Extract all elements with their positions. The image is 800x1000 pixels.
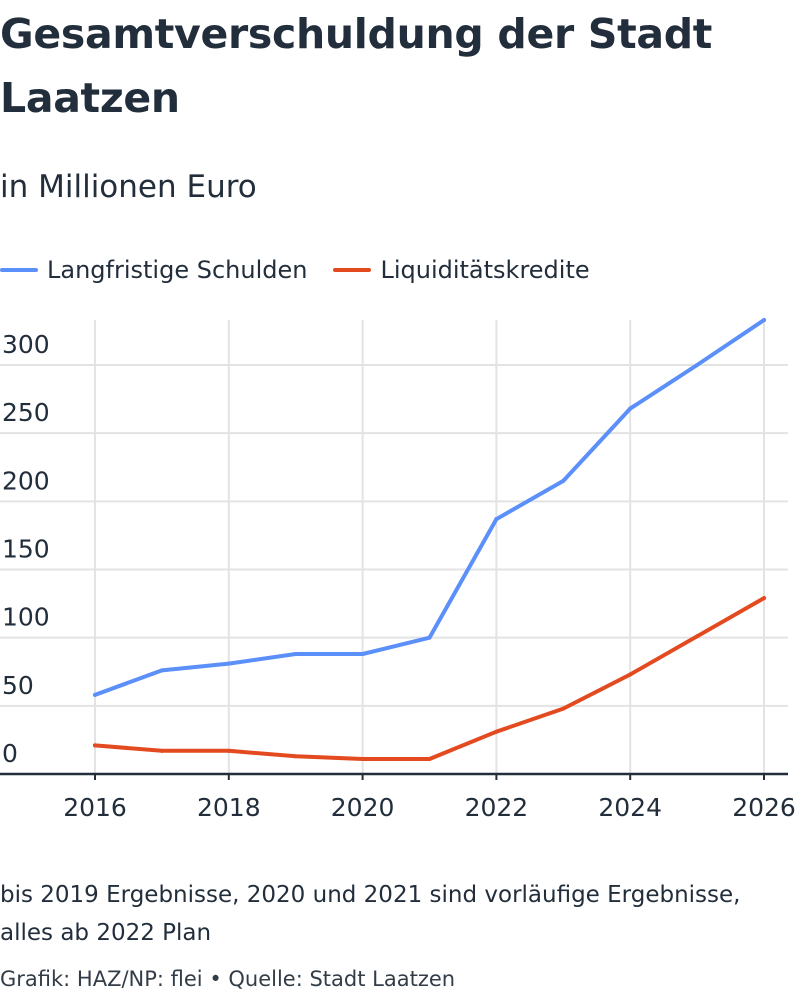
- legend-swatch-liquiditaetskredite: [333, 268, 372, 272]
- legend-label-langfristige-schulden: Langfristige Schulden: [47, 256, 308, 284]
- chart-source: Grafik: HAZ/NP: flei • Quelle: Stadt Laa…: [0, 967, 456, 991]
- x-tick-label: 2016: [63, 793, 127, 822]
- grid-layer: [0, 320, 788, 774]
- data-point-langfristige-schulden: [561, 478, 566, 483]
- tick-label-layer: 0 50 100 150 200 250 300 2016 2018 2020 2022 2024 20…: [2, 330, 796, 822]
- series-line-liquiditaetskredite: [93, 596, 766, 761]
- data-point-liquiditaetskredite: [360, 757, 365, 762]
- data-point-langfristige-schulden: [494, 517, 499, 522]
- x-tick-label: 2022: [465, 793, 529, 822]
- data-point-liquiditaetskredite: [159, 748, 164, 753]
- data-point-langfristige-schulden: [293, 652, 298, 657]
- x-tick-label: 2020: [331, 793, 395, 822]
- chart-subtitle: in Millionen Euro: [0, 169, 257, 205]
- y-tick-label: 300: [2, 330, 50, 359]
- data-point-liquiditaetskredite: [427, 757, 432, 762]
- y-tick-label: 50: [2, 671, 34, 700]
- data-point-langfristige-schulden: [360, 652, 365, 657]
- legend-item-liquiditaetskredite: Liquiditätskredite: [333, 256, 590, 284]
- data-point-liquiditaetskredite: [762, 596, 766, 601]
- legend-label-liquiditaetskredite: Liquiditätskredite: [380, 256, 590, 284]
- data-point-liquiditaetskredite: [494, 729, 499, 734]
- line-chart: 0 50 100 150 200 250 300 2016 2018 2020 2022 2024 20…: [0, 318, 796, 822]
- axis-layer: [0, 772, 788, 780]
- data-point-langfristige-schulden: [695, 362, 700, 367]
- chart-legend: Langfristige Schulden Liquiditätskredite: [0, 252, 616, 288]
- data-point-langfristige-schulden: [93, 692, 97, 697]
- data-point-langfristige-schulden: [427, 635, 432, 640]
- x-tick-label: 2026: [732, 793, 796, 822]
- legend-item-langfristige-schulden: Langfristige Schulden: [0, 256, 307, 284]
- data-point-liquiditaetskredite: [628, 672, 633, 677]
- y-tick-label: 250: [2, 398, 50, 427]
- data-point-liquiditaetskredite: [293, 754, 298, 759]
- y-tick-label: 200: [2, 466, 50, 495]
- x-tick-label: 2018: [197, 793, 261, 822]
- data-point-liquiditaetskredite: [93, 743, 97, 748]
- data-point-langfristige-schulden: [762, 318, 766, 322]
- data-point-langfristige-schulden: [226, 661, 231, 666]
- data-point-liquiditaetskredite: [695, 634, 700, 639]
- data-point-liquiditaetskredite: [561, 706, 566, 711]
- y-tick-label: 0: [2, 739, 18, 768]
- x-tick-label: 2024: [598, 793, 662, 822]
- y-tick-label: 150: [2, 534, 50, 563]
- data-point-liquiditaetskredite: [226, 748, 231, 753]
- chart-footnote: bis 2019 Ergebnisse, 2020 und 2021 sind …: [0, 882, 741, 946]
- series-layer: [93, 318, 766, 762]
- data-point-langfristige-schulden: [628, 406, 633, 411]
- data-point-langfristige-schulden: [159, 668, 164, 673]
- y-tick-label: 100: [2, 603, 50, 632]
- legend-swatch-langfristige-schulden: [0, 268, 38, 272]
- chart-title: Gesamtverschuldung der Stadt Laatzen: [0, 10, 713, 122]
